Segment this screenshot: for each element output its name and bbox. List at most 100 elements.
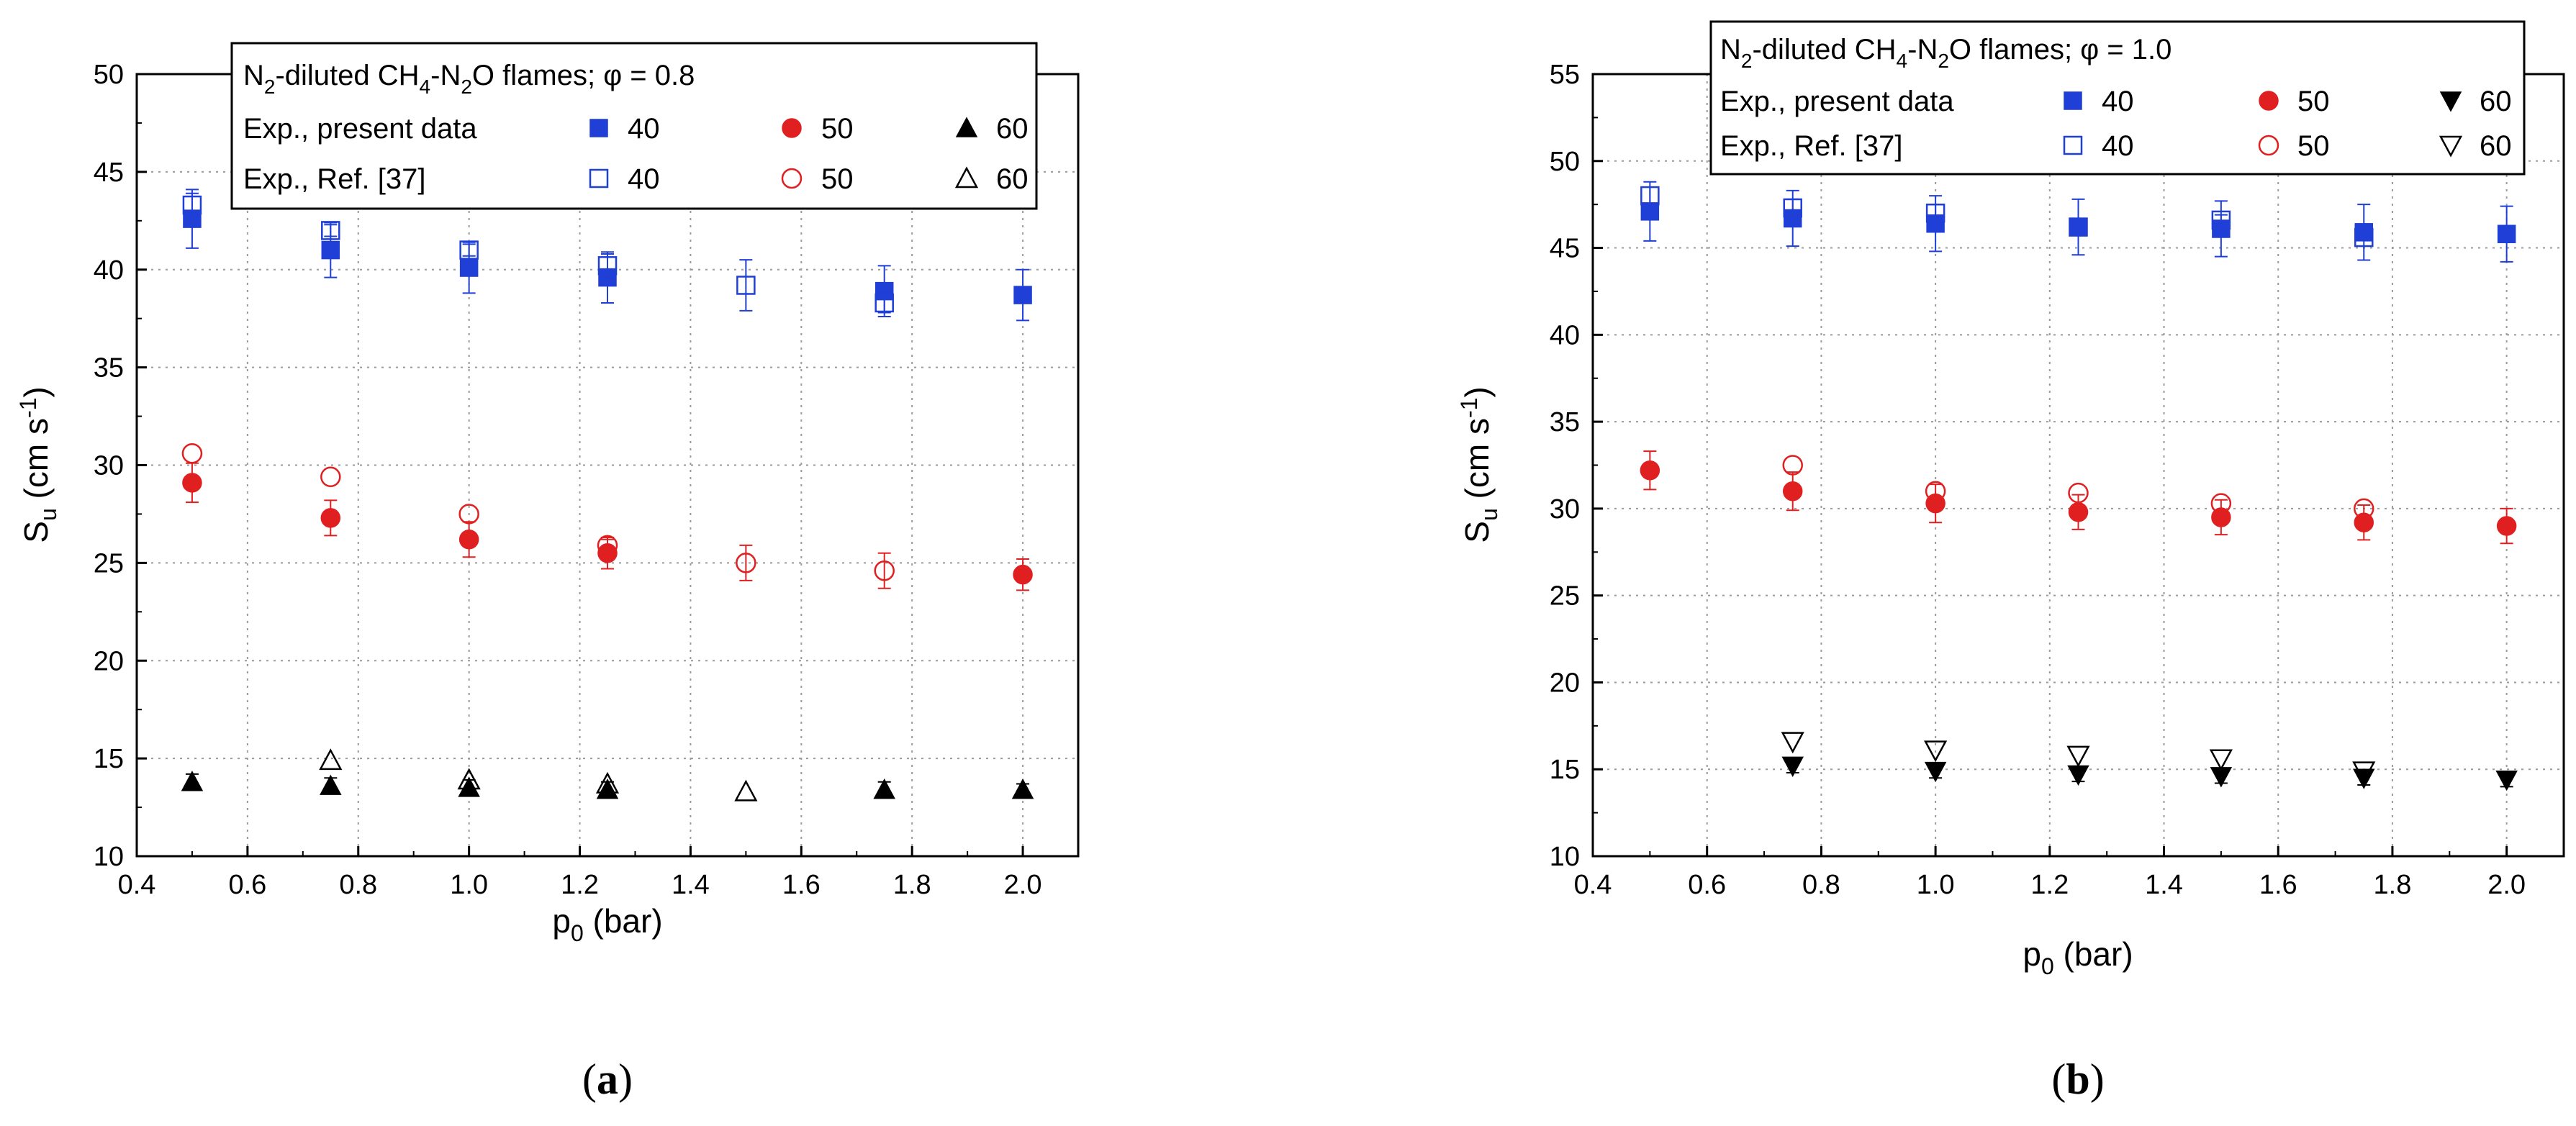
data-point-a-50-present	[1013, 564, 1033, 585]
data-point-a-60-present	[596, 778, 619, 799]
y-axis-label-b-unit: (cm s	[1458, 418, 1496, 508]
legend-label-b-40-ref: 40	[2102, 130, 2134, 162]
data-point-b-60-present	[1924, 761, 1947, 783]
x-tick-label-b: 0.6	[1688, 870, 1726, 900]
x-axis-label-b-p: p	[2023, 935, 2041, 973]
data-point-a-60-present	[873, 778, 895, 799]
data-point-a-60-present	[320, 774, 342, 795]
x-tick-label-b: 1.0	[1917, 870, 1955, 900]
x-tick-label-a: 1.4	[672, 870, 710, 900]
panel-label-a-letter: a	[597, 1055, 618, 1103]
x-axis-label-a-sub: 0	[571, 920, 584, 946]
data-point-b-40-ref-37	[1783, 198, 1802, 218]
legend-title-b-sub2b: 2	[1938, 50, 1949, 72]
data-point-a-40-present	[459, 258, 479, 277]
data-point-a-50-present	[182, 473, 202, 493]
x-tick-label-b: 1.2	[2030, 870, 2069, 900]
legend-box-a	[230, 42, 1038, 210]
data-point-b-60-ref-37	[2209, 749, 2233, 771]
x-axis-label-b-sub: 0	[2041, 953, 2054, 979]
legend-box-b	[1709, 20, 2526, 176]
plot-frame-b	[1591, 73, 2565, 858]
data-point-b-60-ref-37	[1924, 740, 1948, 763]
data-point-a-60-ref-37	[319, 748, 343, 771]
legend-markers-a	[589, 117, 979, 189]
data-point-a-40-ref-37	[459, 240, 479, 260]
grid-lines-b	[1592, 73, 2564, 857]
y-axis-label-a-close: )	[17, 386, 55, 397]
data-point-a-50-present	[320, 508, 341, 528]
x-axis-label-a: p0 (bar)	[552, 902, 662, 946]
legend-title-a-sub2b: 2	[461, 76, 472, 98]
data-point-a-40-ref-37	[597, 256, 618, 276]
legend-marker-b-50-ref-37	[2258, 135, 2279, 156]
data-point-a-50-present	[458, 530, 479, 550]
y-tick-label-b: 40	[1550, 320, 1580, 350]
legend-title-b-n2o-n: -N	[1907, 34, 1938, 65]
x-axis-label-b-unit: (bar)	[2054, 935, 2133, 973]
legend-label-b-60-ref: 60	[2480, 130, 2512, 162]
legend-row1-a: Exp., present data	[243, 113, 477, 145]
data-point-b-40-ref-37	[1640, 186, 1660, 206]
data-point-b-50-ref-37	[2210, 493, 2232, 514]
panel-label-a: (a)	[582, 1055, 633, 1103]
y-tick-label-b: 35	[1550, 407, 1580, 437]
x-tick-label-a: 0.4	[118, 870, 156, 900]
y-axis-label-a-sup: -1	[15, 398, 41, 418]
data-point-b-50-ref-37	[2068, 482, 2089, 504]
data-point-b-60-ref-37	[2066, 745, 2090, 768]
x-tick-label-a: 1.8	[893, 870, 931, 900]
x-axis-label-a-p: p	[552, 902, 571, 940]
chart-panel-a: 0.4 0.6 0.8 1.0 1.2 1.4 1.6 1.8 2.0 101520253035…	[15, 42, 1080, 1103]
x-axis-label-b: p0 (bar)	[2023, 935, 2133, 979]
y-axis-ticks-a: 10 15 20 25 30 35 40 45 50	[94, 60, 147, 872]
legend-marker-a-50-ref-37	[781, 168, 803, 189]
legend-title-a-sub4: 4	[420, 76, 431, 98]
y-tick-label-a: 15	[94, 744, 124, 774]
chart-panel-b: 0.4 0.6 0.8 1.0 1.2 1.4 1.6 1.8 2.0 101520253035…	[1456, 20, 2565, 1103]
x-tick-label-a: 2.0	[1004, 870, 1042, 900]
y-tick-label-b: 15	[1550, 755, 1580, 785]
x-tick-label-b: 1.4	[2145, 870, 2183, 900]
data-point-b-60-present	[2353, 768, 2375, 789]
y-tick-label-a: 50	[94, 60, 124, 90]
data-point-b-40-present	[2354, 223, 2374, 242]
data-point-b-60-present	[2067, 765, 2089, 786]
data-point-b-50-present	[1640, 460, 1660, 481]
panel-label-b-close: )	[2090, 1055, 2105, 1103]
y-tick-label-a: 25	[94, 548, 124, 578]
data-point-a-50-ref-37	[597, 535, 618, 556]
y-tick-label-a: 40	[94, 255, 124, 286]
legend-title-b-rest: O flames; φ = 1.0	[1949, 34, 2171, 65]
legend-label-a-40-ref: 40	[628, 163, 660, 195]
x-axis-ticks-a: 0.4 0.6 0.8 1.0 1.2 1.4 1.6 1.8 2.0	[118, 846, 1079, 900]
legend-title-a-rest: O flames; φ = 0.8	[472, 60, 695, 91]
data-point-b-50-present	[2068, 501, 2089, 522]
data-point-b-60-present	[1781, 756, 1804, 777]
y-axis-ticks-b: 10 15 20 25 30 35 40 45 50 55	[1550, 60, 1603, 872]
data-point-a-50-ref-37	[181, 442, 203, 464]
legend-title-b-sub4: 4	[1897, 50, 1908, 72]
legend-marker-a-40-ref-37	[589, 168, 609, 189]
data-point-a-40-ref-37	[182, 195, 202, 215]
y-axis-label-a-s: S	[17, 521, 55, 543]
data-point-a-50-ref-37	[874, 560, 895, 581]
x-tick-label-a: 0.8	[339, 870, 377, 900]
data-point-b-50-present	[1782, 481, 1803, 501]
data-point-a-50-ref-37	[736, 553, 756, 573]
legend-marker-b-50-present	[2259, 91, 2279, 111]
x-axis-label-a-unit: (bar)	[584, 902, 663, 940]
legend-label-a-50-ref: 50	[821, 163, 854, 195]
legend-title-b: N2-diluted CH4-N2O flames; φ = 1.0	[1720, 34, 2171, 72]
panel-label-b-open: (	[2051, 1055, 2066, 1103]
data-point-a-40-present	[1013, 286, 1032, 304]
legend-marker-a-60-ref-37	[954, 166, 979, 189]
legend-label-a-60-ref: 60	[996, 163, 1029, 195]
y-tick-label-a: 20	[94, 646, 124, 676]
y-tick-label-b: 30	[1550, 494, 1580, 525]
y-axis-label-a-unit: (cm s	[17, 418, 55, 508]
legend-label-a-50-present: 50	[821, 113, 854, 145]
data-point-b-40-ref-37	[2354, 227, 2374, 248]
